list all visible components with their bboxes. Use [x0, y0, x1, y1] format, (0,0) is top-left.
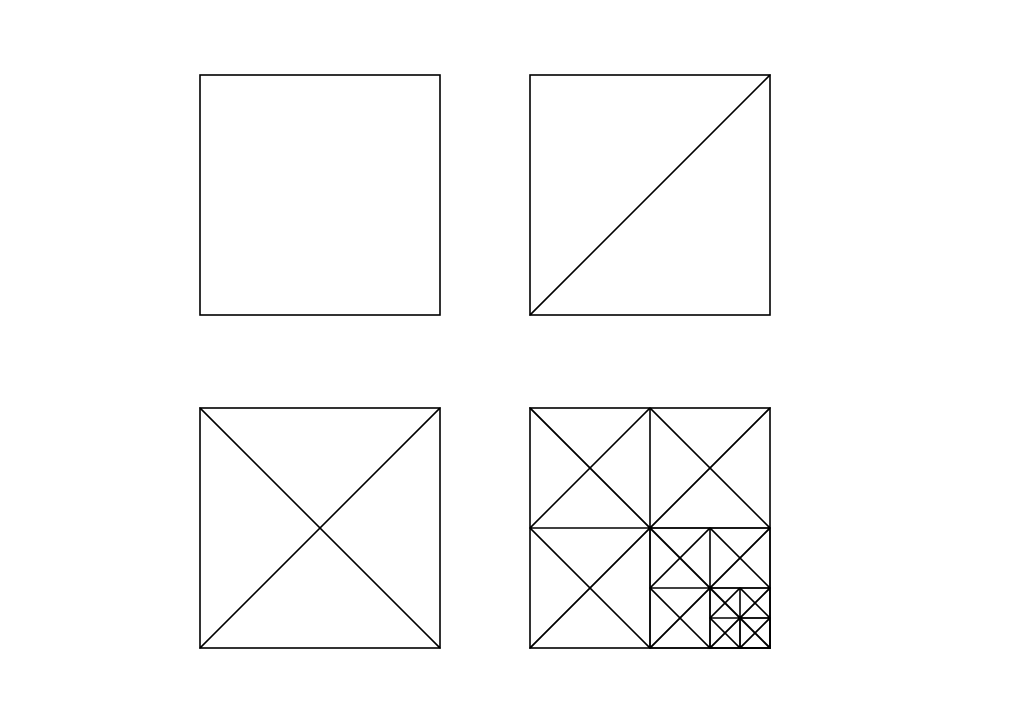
p4-recursive-x	[530, 408, 770, 648]
p3-square-x	[200, 408, 440, 648]
p1-square	[200, 75, 440, 315]
diagram-canvas	[0, 0, 1024, 708]
p2-square-diag	[530, 75, 770, 315]
